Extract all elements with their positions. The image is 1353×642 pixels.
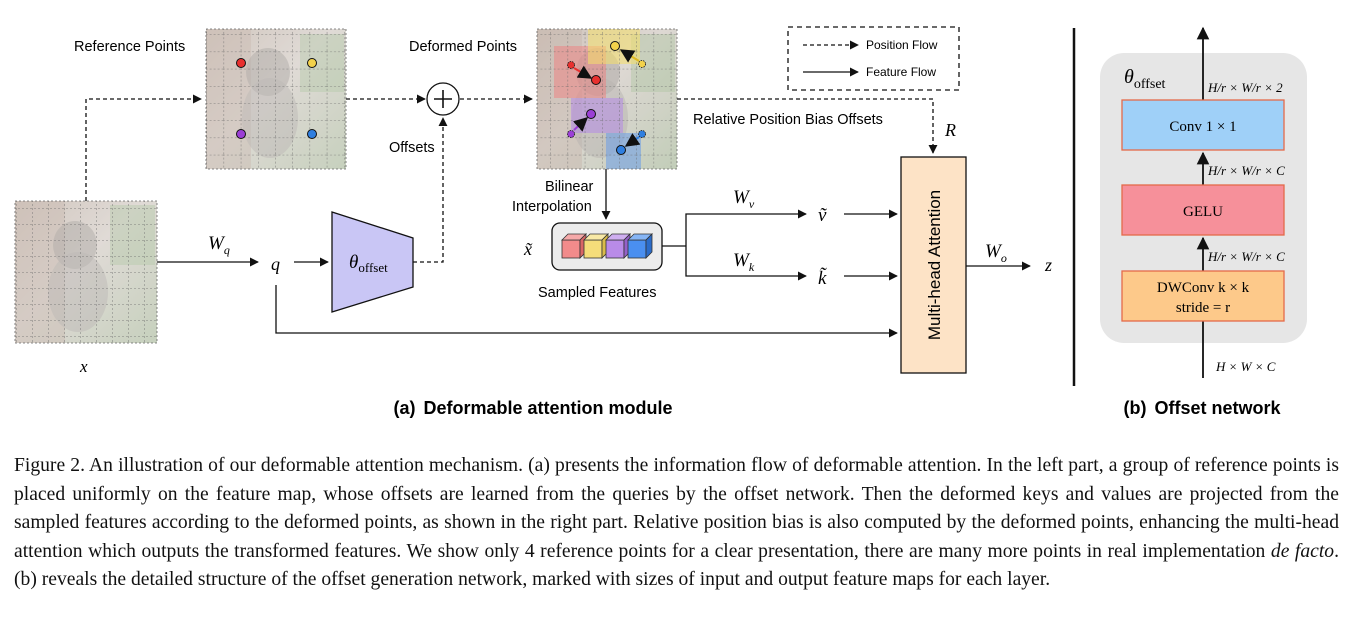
offset-network-block: θoffset (331, 211, 414, 313)
reference-point-purple (236, 129, 246, 139)
size-mid1-label: H/r × W/r × C (1207, 163, 1285, 178)
bilinear-label-line1: Bilinear (545, 179, 594, 195)
sampled-features-box (551, 222, 663, 271)
sampled-features-label: Sampled Features (538, 285, 656, 301)
deformed-points-map (536, 28, 678, 170)
gelu-label: GELU (1183, 204, 1223, 220)
caption-italic: de facto (1270, 540, 1335, 562)
wk-label: Wk (733, 250, 755, 274)
gelu-block (1121, 184, 1285, 236)
position-flow-arrows (85, 94, 938, 263)
module-b-title: (b) Offset network (1123, 398, 1281, 418)
dwconv-label-line2: stride = r (1176, 300, 1230, 316)
x-tilde-label: x̃ (523, 239, 533, 259)
reference-point-red (236, 58, 246, 68)
r-label: R (944, 120, 956, 140)
reference-points-label: Reference Points (74, 39, 185, 55)
sampled-feature-cube-purple (605, 233, 631, 259)
add-node (426, 82, 460, 116)
bilinear-label-line2: Interpolation (512, 199, 592, 215)
v-tilde-label: ṽ (818, 205, 827, 226)
wv-label: Wv (733, 187, 755, 211)
size-bottom-label: H × W × C (1215, 359, 1276, 374)
conv-1x1-block (1121, 99, 1285, 151)
wo-label: Wo (985, 241, 1007, 265)
feature-flow-arrows (157, 169, 1031, 338)
size-mid2-label: H/r × W/r × C (1207, 249, 1285, 264)
deformable-attention-figure: x Reference Points Deformed Points (14, 26, 1307, 418)
dwconv-block (1121, 270, 1285, 322)
z-label: z (1044, 255, 1052, 275)
legend-position-flow: Position Flow (866, 38, 938, 52)
reference-points-map (205, 28, 347, 170)
panel-b-theta-label: θoffset (1124, 66, 1166, 92)
conv-label: Conv 1 × 1 (1169, 119, 1236, 135)
sampled-feature-cube-blue (627, 233, 653, 259)
deformed-point-blue (616, 145, 626, 155)
flow-legend: Position Flow Feature Flow (787, 26, 960, 91)
q-label: q (271, 254, 280, 274)
reference-point-yellow (307, 58, 317, 68)
deformed-points-label: Deformed Points (409, 39, 517, 55)
mha-label: Multi-head Attention (925, 190, 944, 340)
x-label: x (79, 357, 88, 376)
deformed-point-yellow (610, 41, 620, 51)
deformed-point-red (591, 75, 601, 85)
input-feature-map (14, 200, 158, 344)
figure-caption: Figure 2. An illustration of our deforma… (14, 455, 1339, 591)
sampled-feature-cube-yellow (583, 233, 609, 259)
offsets-label: Offsets (389, 140, 435, 156)
multi-head-attention-block: Multi-head Attention (900, 156, 967, 374)
legend-feature-flow: Feature Flow (866, 65, 936, 79)
dwconv-label-line1: DWConv k × k (1157, 280, 1250, 296)
k-tilde-label: k̃ (818, 267, 827, 289)
deformed-point-purple (586, 109, 596, 119)
offset-network-panel: θoffset Conv 1 × 1 GELU DWConv k × k str… (1100, 26, 1307, 378)
reference-point-blue (307, 129, 317, 139)
size-top-label: H/r × W/r × 2 (1207, 80, 1283, 95)
relative-position-bias-label: Relative Position Bias Offsets (693, 112, 883, 128)
sampled-feature-cube-red (561, 233, 587, 259)
wq-label: Wq (208, 233, 230, 257)
theta-offset-label: θoffset (349, 252, 388, 275)
module-a-title: (a) Deformable attention module (393, 398, 672, 418)
